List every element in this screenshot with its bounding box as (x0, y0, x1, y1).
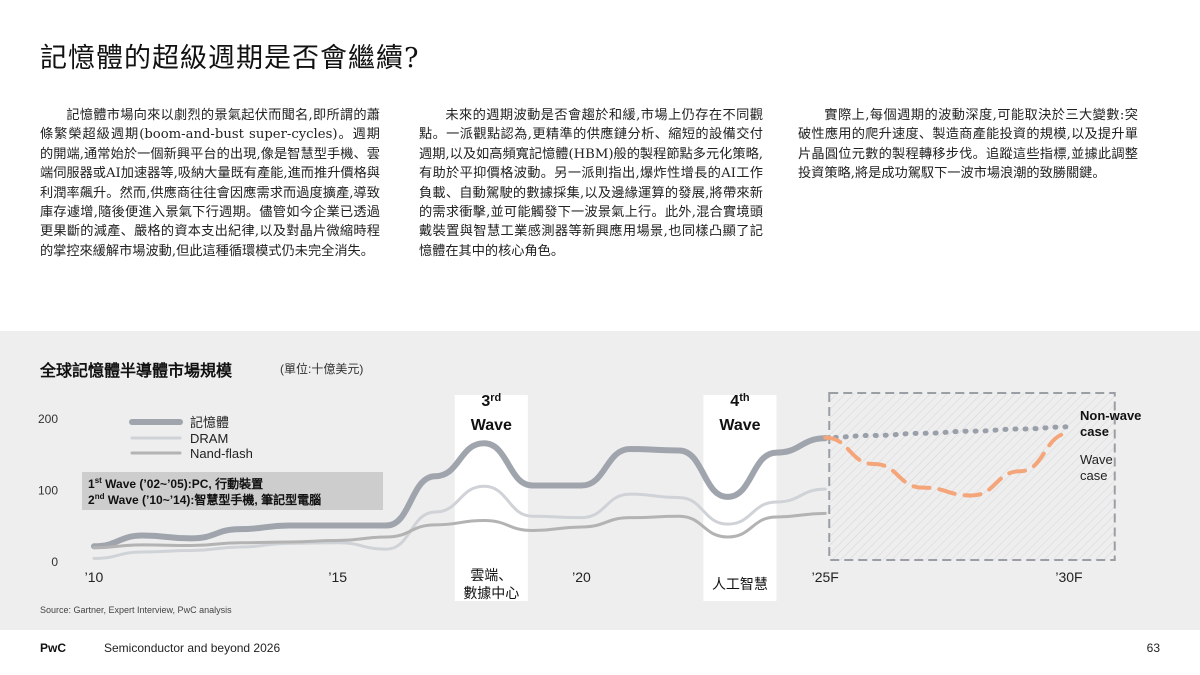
legend-label: DRAM (190, 431, 228, 446)
source-note: Source: Gartner, Expert Interview, PwC a… (40, 605, 232, 615)
chart-subtitle: (單位:十億美元) (280, 362, 364, 376)
wave-band-4 (703, 395, 777, 601)
forecast-region-border (828, 392, 1116, 561)
body-paragraph-2: 未來的週期波動是否會趨於和緩,市場上仍存在不同觀點。一派觀點認為,更精準的供應鏈… (419, 108, 763, 259)
x-tick-label: ’25F (812, 569, 839, 585)
wave-case-label: Wave (1080, 452, 1113, 467)
forecast-hatch (829, 393, 1115, 560)
y-tick-label: 0 (51, 555, 58, 569)
x-tick-label: ’10 (85, 569, 104, 585)
series-line-memory (91, 435, 829, 550)
legend-note-2nd-wave: 2nd Wave (’10~’14):智慧型手機, 筆記型電腦 (88, 492, 322, 507)
wave-case-label: case (1080, 468, 1107, 483)
non-wave-case-label: case (1080, 424, 1109, 439)
series-line-non-wave-case (822, 424, 1072, 441)
chart-title: 全球記憶體半導體市場規模 (40, 363, 233, 380)
footer-brand: PwC (40, 641, 67, 655)
x-tick-label: ’30F (1055, 569, 1082, 585)
x-tick-label: ’15 (328, 569, 347, 585)
body-paragraph-3: 實際上,每個週期的波動深度,可能取決於三大變數:突破性應用的爬升速度、製造商產能… (798, 108, 1138, 182)
series-line-nand-flash (92, 511, 827, 550)
wave-label: Wave (719, 417, 760, 434)
wave-ordinal-label: 4th (730, 392, 750, 410)
wave-caption: 數據中心 (463, 585, 519, 601)
footer-title: Semiconductor and beyond 2026 (104, 641, 281, 655)
legend-note-1st-wave: 1st Wave (’02~’05):PC, 行動裝置 (88, 476, 264, 491)
wave-band-3 (454, 395, 528, 601)
page-title: 記憶體的超級週期是否會繼續? (40, 43, 420, 74)
legend-wave-note: 1st Wave (’02~’05):PC, 行動裝置 2nd Wave (’1… (82, 472, 383, 510)
non-wave-case-label: Non-wave (1080, 408, 1141, 423)
x-tick-label: ’20 (572, 569, 591, 585)
legend-label: 記憶體 (190, 415, 229, 430)
memory-market-chart: 0 100 200 ’10 ’15 ’20 ’25F ’30F 3rd Wave 雲端、數據中心 4t… (38, 392, 1141, 601)
wave-label: Wave (471, 417, 512, 434)
y-tick-label: 200 (38, 412, 58, 426)
body-paragraph-1: 記憶體市場向來以劇烈的景氣起伏而聞名,即所謂的蕭條繁榮超級週期(boom-and… (40, 108, 380, 259)
wave-caption: 人工智慧 (712, 576, 768, 592)
wave-ordinal-label: 3rd (481, 392, 501, 410)
series-line-wave-case (823, 431, 1071, 498)
series-line-dram (92, 484, 827, 560)
wave-caption: 雲端、 (470, 567, 512, 583)
y-tick-label: 100 (38, 484, 58, 498)
legend-label: Nand-flash (190, 446, 253, 461)
page-number: 63 (1146, 641, 1160, 655)
